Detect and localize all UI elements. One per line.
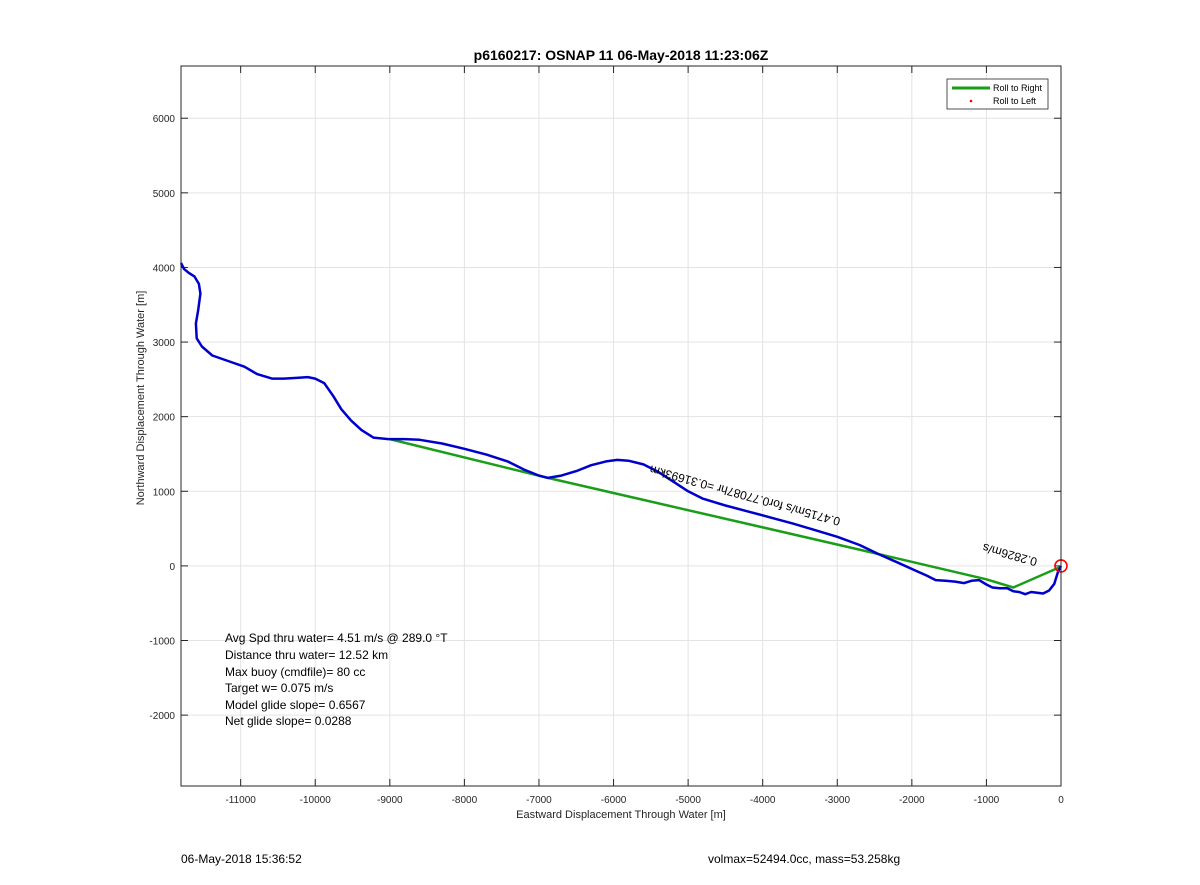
x-tick-label: -7000: [526, 795, 552, 806]
y-tick-label: 0: [169, 562, 175, 573]
legend-label-roll-left: Roll to Left: [993, 96, 1037, 106]
y-tick-label: -1000: [149, 637, 175, 648]
plot-frame: [180, 65, 1062, 787]
x-tick-label: -11000: [225, 795, 256, 806]
info-box: Avg Spd thru water= 4.51 m/s @ 289.0 °T …: [225, 631, 448, 728]
info-net-glide: Net glide slope= 0.0288: [225, 714, 352, 728]
info-avg-speed: Avg Spd thru water= 4.51 m/s @ 289.0 °T: [225, 631, 448, 645]
legend: Roll to Right Roll to Left: [946, 78, 1049, 110]
legend-label-roll-right: Roll to Right: [993, 83, 1043, 93]
info-distance: Distance thru water= 12.52 km: [225, 648, 388, 662]
y-tick-label: 1000: [153, 487, 176, 498]
x-tick-label: -6000: [601, 795, 627, 806]
y-tick-label: 5000: [153, 189, 176, 200]
info-model-glide: Model glide slope= 0.6567: [225, 698, 366, 712]
footer-timestamp: 06-May-2018 15:36:52: [181, 852, 302, 866]
info-max-buoy: Max buoy (cmdfile)= 80 cc: [225, 665, 365, 679]
x-tick-label: -3000: [824, 795, 850, 806]
y-tick-label: 6000: [153, 114, 176, 125]
y-tick-label: -2000: [149, 711, 175, 722]
y-tick-label: 3000: [153, 338, 176, 349]
chart-title: p6160217: OSNAP 11 06-May-2018 11:23:06Z: [474, 47, 769, 63]
legend-box: [946, 78, 1049, 110]
tick-layer: -11000 -10000 -9000 -8000 -7000 -6000 -5000 -40…: [149, 66, 1064, 806]
x-tick-label: -8000: [452, 795, 478, 806]
roll-right-line: [389, 437, 1062, 589]
x-tick-label: -2000: [899, 795, 925, 806]
legend-swatch-roll-left: [969, 99, 973, 103]
x-tick-label: -4000: [750, 795, 776, 806]
plot-area: [181, 66, 1061, 786]
x-tick-label: -9000: [377, 795, 403, 806]
track-line: [179, 262, 1063, 596]
x-axis-label: Eastward Displacement Through Water [m]: [516, 809, 726, 821]
info-target-w: Target w= 0.075 m/s: [225, 681, 333, 695]
x-tick-label: -1000: [974, 795, 1000, 806]
footer-vehicle-info: volmax=52494.0cc, mass=53.258kg: [708, 852, 901, 866]
y-tick-label: 4000: [153, 263, 176, 274]
y-tick-label: 2000: [153, 413, 176, 424]
x-tick-label: 0: [1058, 795, 1064, 806]
x-tick-label: -5000: [675, 795, 701, 806]
x-tick-label: -10000: [300, 795, 332, 806]
y-axis-label: Northward Displacement Through Water [m]: [135, 291, 147, 506]
grid-layer: [181, 66, 1062, 786]
